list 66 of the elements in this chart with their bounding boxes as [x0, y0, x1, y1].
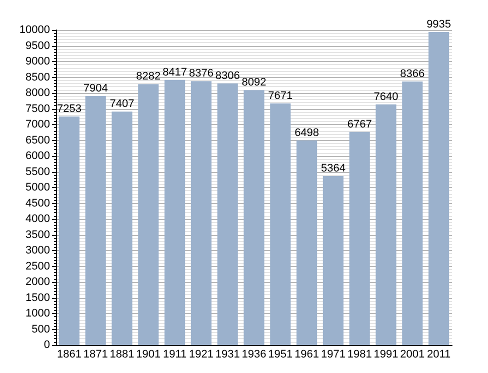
- y-tick-label: 7500: [26, 102, 50, 115]
- y-tick-label: 2000: [26, 276, 50, 288]
- data-label: 7253: [56, 103, 82, 116]
- x-tick-label: 1911: [162, 348, 187, 360]
- y-tick-label: 3000: [26, 244, 50, 256]
- y-tick-label: 4500: [26, 197, 50, 210]
- bar: [376, 104, 396, 345]
- data-label: 7640: [374, 90, 398, 103]
- data-label: 8417: [162, 66, 188, 78]
- data-label: 7407: [110, 98, 134, 110]
- bar: [217, 83, 238, 345]
- x-tick-label: 1871: [83, 348, 108, 360]
- bar: [296, 140, 318, 345]
- bar: [85, 96, 106, 345]
- data-label: 7904: [83, 82, 108, 95]
- y-tick-label: 8000: [26, 87, 50, 99]
- data-label: 7671: [268, 90, 293, 102]
- y-tick-label: 10000: [19, 24, 50, 36]
- data-label: 8306: [215, 70, 240, 82]
- data-label: 9935: [426, 18, 452, 31]
- x-tick-label: 1931: [215, 348, 240, 360]
- x-tick-label: 1981: [347, 348, 372, 360]
- y-tick-label: 0: [44, 339, 50, 351]
- y-tick-label: 1500: [26, 292, 50, 304]
- x-tick-label: 1936: [242, 348, 266, 360]
- bar: [402, 81, 423, 345]
- bar: [164, 80, 186, 345]
- y-tick-label: 9000: [26, 56, 50, 68]
- y-tick-label: 9500: [26, 40, 50, 52]
- x-tick-label: 1901: [136, 348, 161, 360]
- bar: [112, 112, 132, 345]
- bar: [349, 132, 370, 345]
- y-tick-label: 2500: [26, 260, 50, 272]
- y-tick-label: 1000: [26, 308, 50, 320]
- bar: [244, 90, 264, 345]
- bar: [190, 81, 212, 345]
- x-tick-label: 2011: [426, 348, 451, 360]
- x-tick-label: 1961: [294, 348, 320, 360]
- y-tick-label: 500: [32, 323, 50, 336]
- x-tick-label: 1881: [110, 348, 134, 360]
- x-tick-label: 2001: [400, 348, 425, 360]
- y-tick-label: 5500: [26, 166, 50, 178]
- data-label: 8282: [136, 70, 161, 83]
- x-tick-label: 1971: [320, 348, 346, 360]
- data-label: 5364: [320, 162, 346, 175]
- data-label: 8092: [242, 76, 266, 89]
- data-label: 6498: [294, 126, 320, 139]
- bar: [322, 176, 344, 345]
- x-tick-label: 1951: [268, 348, 293, 360]
- data-label: 8366: [400, 68, 425, 80]
- bar: [270, 103, 291, 345]
- x-tick-label: 1921: [188, 348, 214, 360]
- y-tick-label: 6000: [26, 150, 50, 162]
- bar: [428, 32, 450, 345]
- y-tick-label: 7000: [26, 118, 50, 130]
- x-tick-label: 1861: [56, 348, 82, 360]
- y-tick-label: 4000: [26, 213, 50, 225]
- data-label: 6767: [347, 118, 372, 130]
- y-tick-label: 5000: [26, 182, 50, 194]
- bar: [58, 116, 80, 345]
- y-tick-label: 8500: [26, 71, 50, 84]
- y-tick-label: 3500: [26, 228, 50, 241]
- bar: [138, 84, 159, 345]
- data-label: 8376: [188, 68, 214, 80]
- y-tick-label: 6500: [26, 134, 50, 146]
- x-tick-label: 1991: [374, 348, 398, 360]
